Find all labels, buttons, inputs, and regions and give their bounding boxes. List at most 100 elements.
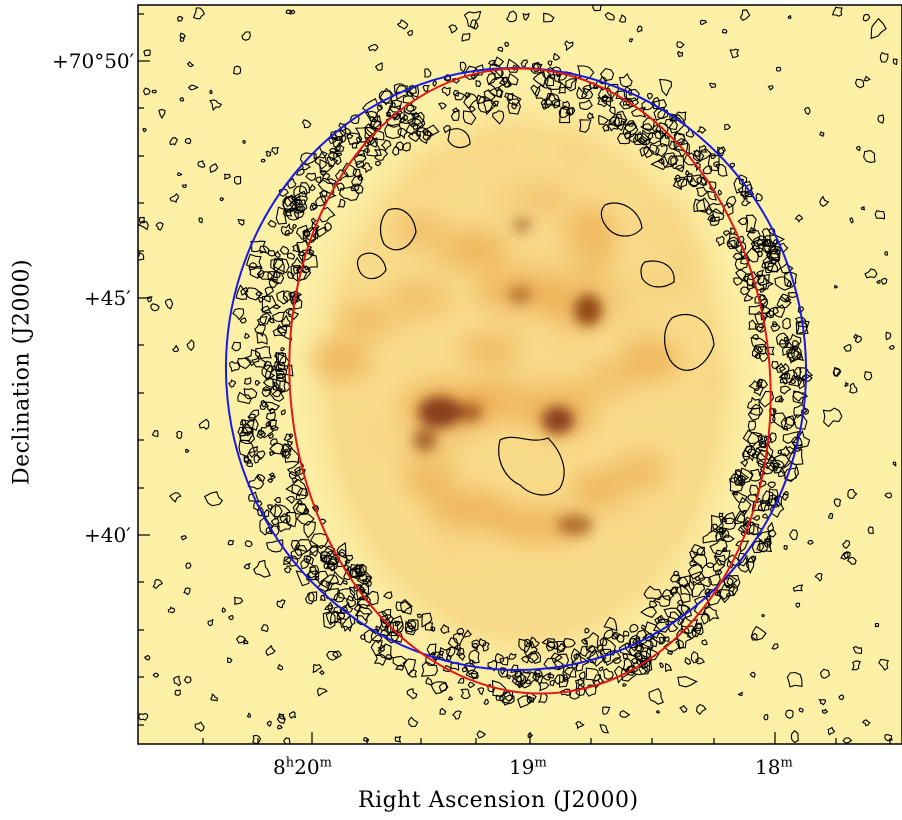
noise-contour <box>814 572 823 582</box>
y-axis-title: Declination (J2000) <box>9 258 35 486</box>
shell-contour <box>495 694 504 702</box>
shell-contour <box>755 192 763 202</box>
shell-contour <box>320 574 340 591</box>
shell-contour <box>780 385 792 395</box>
emission-patch <box>693 370 732 397</box>
noise-contour <box>656 710 660 714</box>
shell-contour <box>634 644 643 652</box>
noise-contour <box>406 29 413 37</box>
noise-contour <box>138 220 149 231</box>
noise-contour <box>158 108 166 120</box>
shell-contour <box>265 421 272 428</box>
shell-contour <box>279 245 290 255</box>
shell-contour <box>640 605 658 618</box>
noise-contour <box>701 638 708 646</box>
shell-contour <box>599 67 615 82</box>
shell-contour <box>753 385 764 397</box>
emission-patch <box>633 200 693 247</box>
shell-contour <box>757 499 768 512</box>
shell-contour <box>349 563 363 580</box>
shell-contour <box>550 652 563 664</box>
shell-contour <box>534 84 553 103</box>
shell-contour <box>332 152 342 166</box>
noise-contour <box>874 210 886 220</box>
shell-contour <box>777 470 786 478</box>
shell-contour <box>650 155 669 171</box>
emission-patch <box>363 412 397 459</box>
shell-contour <box>700 612 709 625</box>
shell-contour <box>273 303 282 310</box>
shell-contour <box>389 102 396 108</box>
noise-contour <box>564 40 574 52</box>
shell-contour <box>675 583 691 604</box>
shell-contour <box>243 287 263 301</box>
noise-contour <box>179 32 186 39</box>
shell-contour <box>552 52 561 61</box>
shell-contour <box>706 208 713 215</box>
shell-contour <box>782 430 799 445</box>
shell-contour <box>359 573 368 583</box>
shell-contour <box>410 111 426 129</box>
shell-contour <box>314 195 327 207</box>
shell-contour <box>273 497 281 504</box>
noise-contour <box>169 492 182 503</box>
shell-contour <box>268 384 285 402</box>
shell-contour <box>737 496 752 514</box>
shell-contour <box>741 197 752 207</box>
shell-contour <box>634 652 646 667</box>
noise-contour <box>332 650 343 659</box>
shell-contour <box>327 178 337 186</box>
shell-contour <box>751 334 759 341</box>
shell-contour <box>308 591 318 603</box>
emission-patch <box>486 132 517 160</box>
shell-contour <box>363 147 370 154</box>
noise-contour <box>176 430 183 439</box>
shell-contour <box>760 499 771 512</box>
shell-contour <box>424 68 432 78</box>
shell-contour <box>407 619 419 632</box>
noise-contour <box>842 737 853 744</box>
shell-contour <box>726 560 734 569</box>
shell-contour <box>796 321 809 335</box>
noise-contour <box>186 339 195 352</box>
noise-contour <box>543 12 555 23</box>
shell-contour <box>442 664 452 673</box>
emission-patch <box>662 240 705 271</box>
shell-contour <box>756 434 768 445</box>
noise-contour <box>183 587 191 596</box>
x-tick-minutes: 19 <box>509 755 535 779</box>
shell-contour <box>751 274 768 291</box>
shell-contour <box>781 317 792 330</box>
noise-contour <box>278 713 285 720</box>
shell-contour <box>524 638 533 648</box>
shell-contour <box>712 208 725 223</box>
shell-contour <box>717 146 726 155</box>
shell-contour <box>321 173 331 182</box>
shell-contour <box>602 123 610 133</box>
shell-contour <box>718 527 727 536</box>
shell-contour <box>683 152 702 166</box>
noise-contour <box>789 529 798 541</box>
noise-contour <box>243 639 249 645</box>
shell-contour <box>267 317 275 324</box>
noise-contour <box>219 196 224 202</box>
shell-contour <box>337 198 346 208</box>
shell-contour <box>286 440 293 448</box>
noise-contour <box>575 721 585 730</box>
shell-contour <box>421 124 440 136</box>
noise-contour <box>602 706 611 715</box>
shell-contour <box>290 549 303 560</box>
noise-contour <box>831 6 843 17</box>
shell-contour <box>714 590 722 596</box>
interior-contours <box>356 128 715 496</box>
shell-contour <box>582 631 600 652</box>
emission-patch <box>408 226 455 266</box>
shell-contour <box>523 640 538 658</box>
noise-contour <box>276 724 283 730</box>
noise-contour <box>144 654 151 661</box>
shell-contour <box>800 375 807 380</box>
axis-tick-marks <box>138 13 891 744</box>
shell-contour <box>746 229 761 243</box>
shell-contour <box>647 93 654 100</box>
shell-contour <box>734 474 746 487</box>
